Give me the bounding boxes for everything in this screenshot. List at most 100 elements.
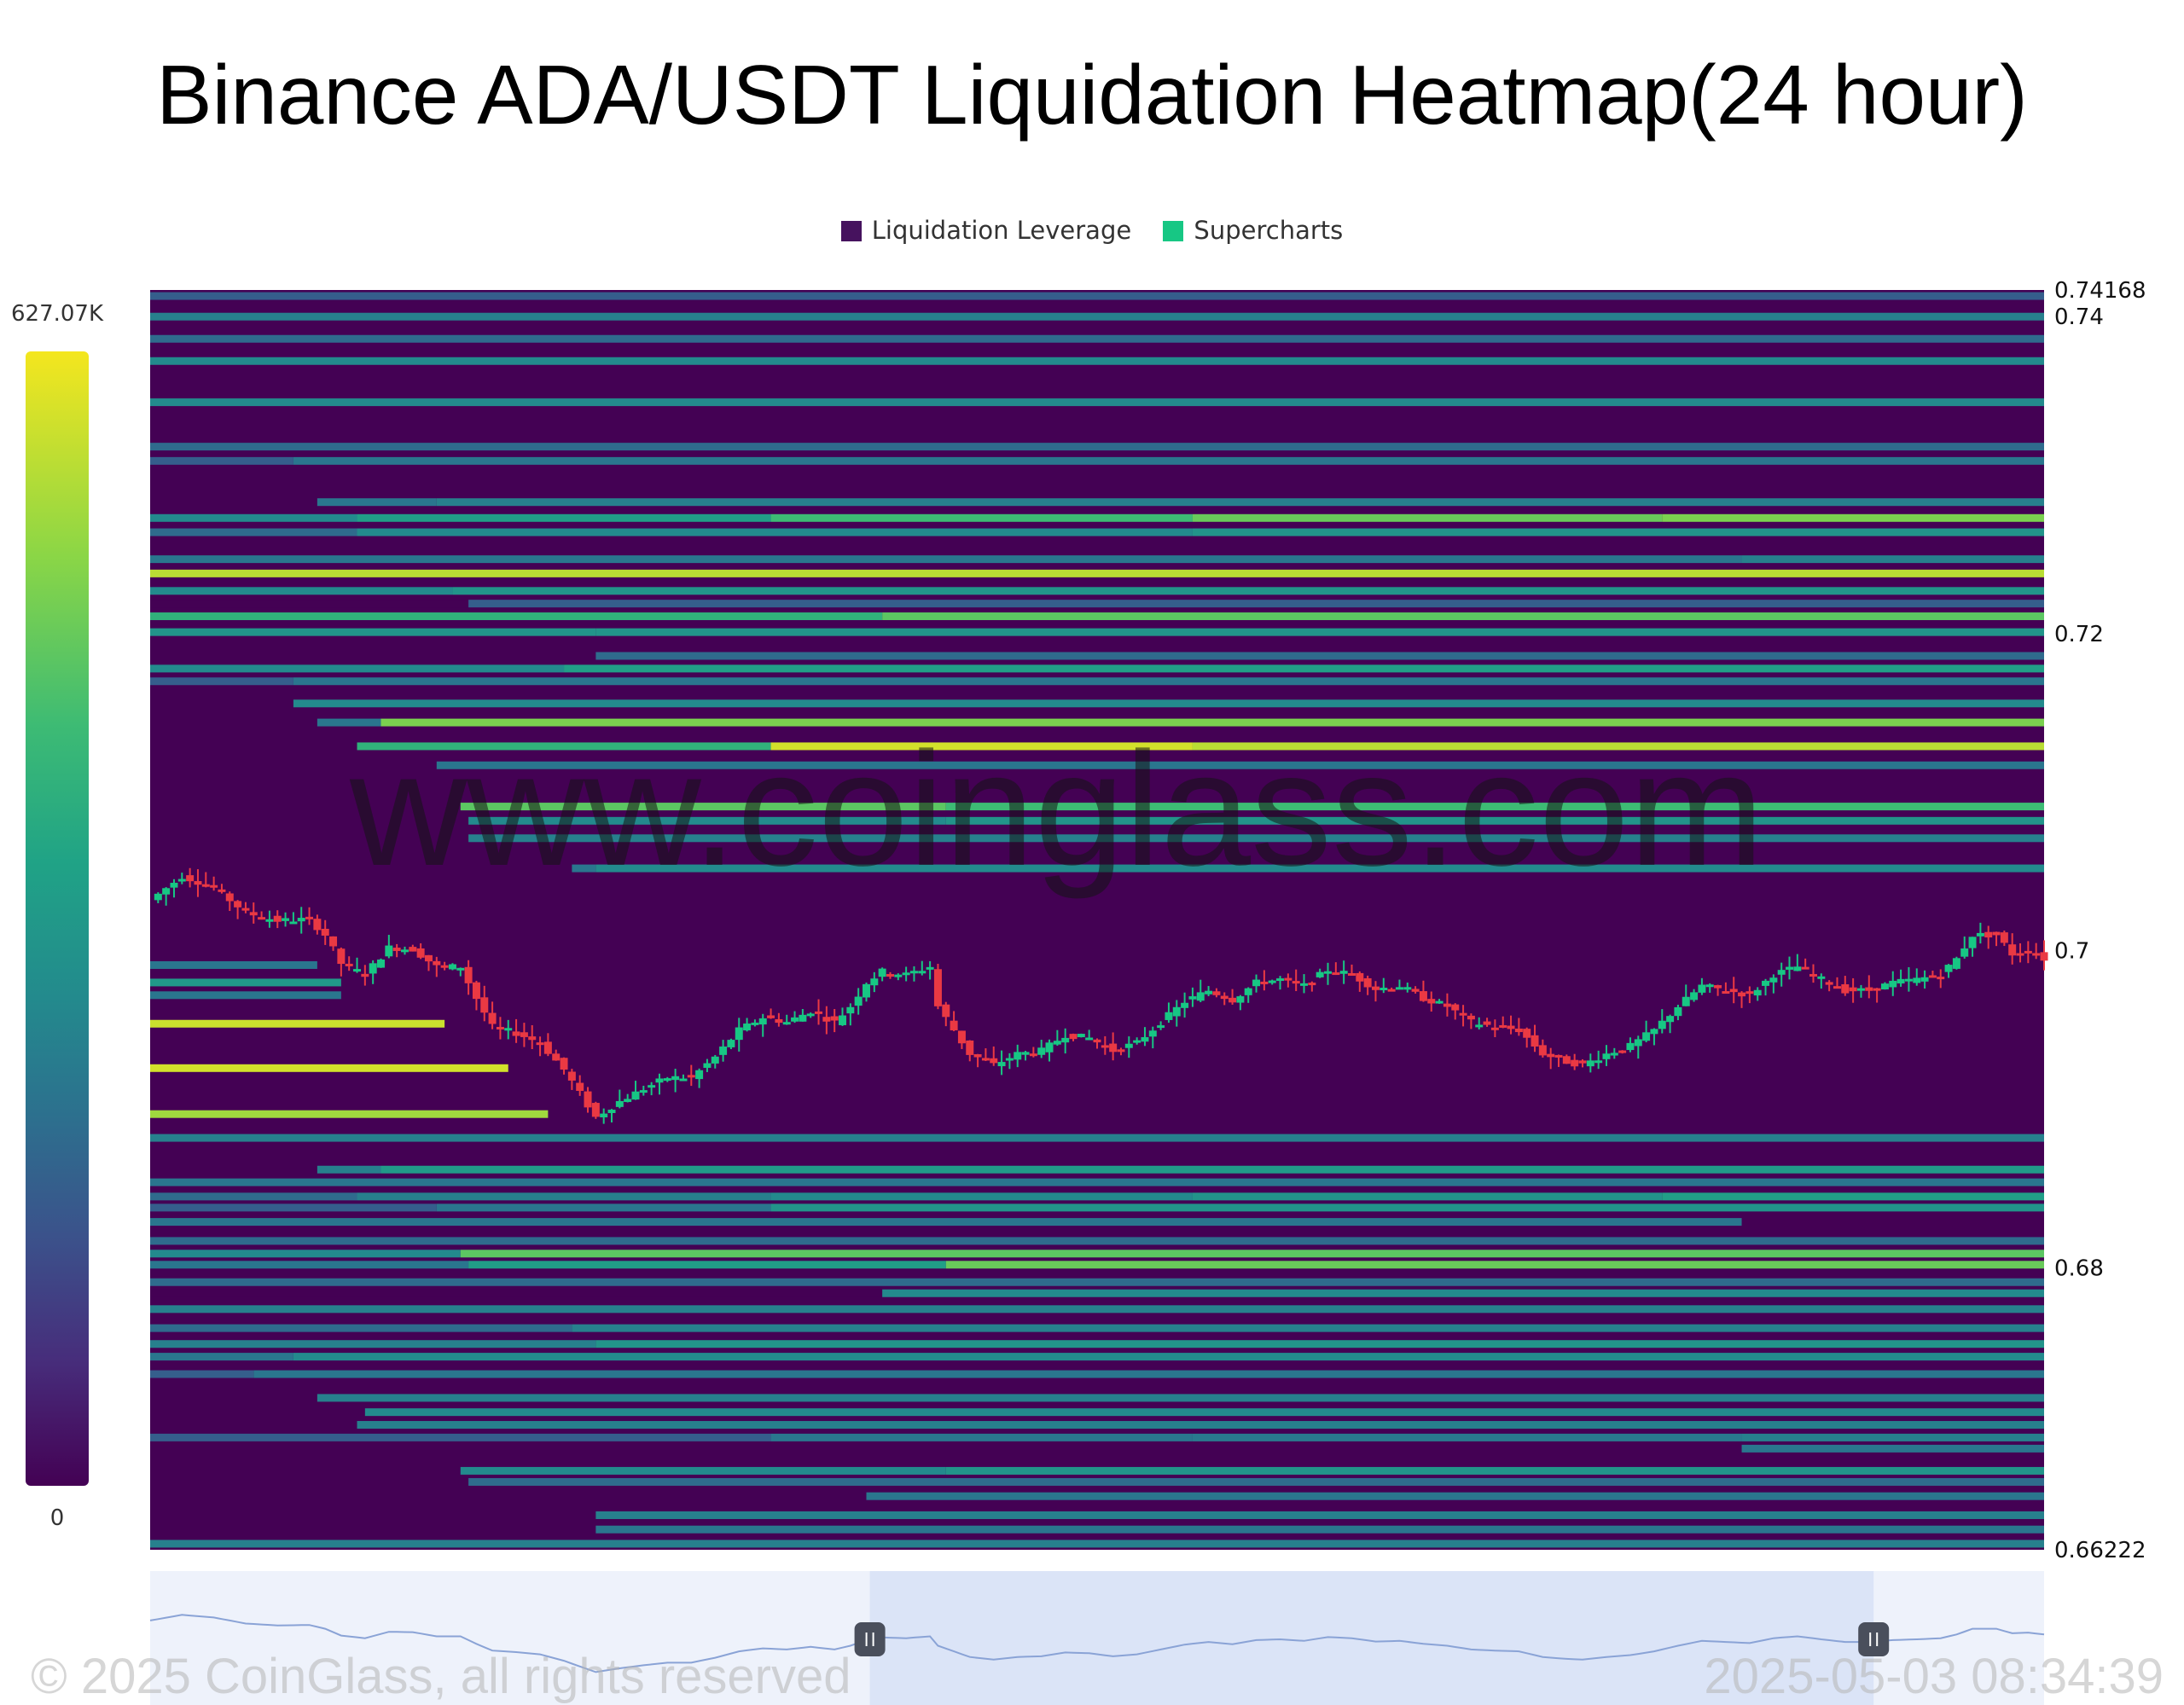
candle-body — [2032, 953, 2041, 956]
heatmap-band — [1192, 528, 2044, 536]
y-tick-label: 0.68 — [2054, 1256, 2104, 1282]
candle-body — [815, 1011, 823, 1014]
candle-body — [1865, 987, 1873, 991]
candle-body — [1459, 1012, 1467, 1016]
navigator-handle[interactable] — [1858, 1622, 1890, 1656]
heatmap-band — [150, 1019, 445, 1028]
heatmap-band — [150, 1324, 572, 1332]
candle-body — [902, 972, 910, 976]
candle-body — [1069, 1034, 1077, 1040]
candle-body — [1913, 977, 1921, 983]
heatmap-band — [436, 1203, 771, 1212]
candle-body — [695, 1070, 704, 1080]
candle-body — [480, 997, 489, 1013]
heatmap-band — [150, 569, 2044, 577]
candle-body — [1769, 977, 1778, 983]
candle-body — [528, 1036, 537, 1041]
candle-body — [1045, 1042, 1054, 1053]
heatmap-band — [770, 1203, 2045, 1212]
candle-body — [1937, 977, 1945, 980]
candle-body — [218, 889, 226, 892]
candle-body — [1172, 1006, 1181, 1017]
candle-body — [194, 881, 202, 885]
heatmap-band — [595, 1511, 2044, 1519]
candle-body — [1085, 1037, 1094, 1041]
candle-body — [1260, 981, 1269, 984]
candle-body — [1490, 1027, 1499, 1030]
candle-body — [1276, 978, 1285, 982]
heatmap-band — [468, 1261, 946, 1269]
candle-body — [1658, 1020, 1666, 1029]
heatmap-band — [293, 677, 2044, 686]
candle-body — [305, 916, 314, 919]
candle-body — [234, 901, 242, 908]
candle-body — [1610, 1053, 1618, 1056]
candle-body — [791, 1017, 799, 1022]
candle-body — [957, 1030, 966, 1044]
candle-body — [2040, 952, 2048, 961]
candle-body — [154, 893, 162, 901]
candle-body — [536, 1042, 544, 1046]
candle-body — [1682, 996, 1690, 1006]
candle-body — [1738, 992, 1746, 997]
candle-body — [1332, 972, 1340, 976]
heatmap-band — [293, 699, 2044, 708]
candle-body — [1014, 1052, 1022, 1060]
heatmap-band — [150, 1433, 771, 1441]
candle-body — [409, 947, 417, 952]
candle-body — [1856, 988, 1865, 991]
heatmap-band — [770, 1192, 1193, 1201]
heatmap-band — [1741, 555, 2044, 564]
candle-body — [1165, 1012, 1173, 1020]
candle-body — [1300, 983, 1309, 986]
heatmap-band — [150, 664, 565, 673]
heatmap-band — [1662, 513, 2044, 522]
candle-body — [1148, 1030, 1157, 1037]
candle-body — [966, 1040, 974, 1055]
candle-body — [894, 974, 903, 977]
candle-body — [1762, 980, 1770, 986]
heatmap-band — [1662, 1192, 2044, 1201]
candle-body — [1021, 1052, 1030, 1055]
heatmap-band — [150, 398, 2044, 407]
candle-body — [743, 1024, 752, 1031]
candle-body — [1793, 966, 1802, 971]
candle-body — [1061, 1037, 1070, 1043]
candle-body — [1467, 1015, 1475, 1020]
candle-body — [1786, 966, 1794, 970]
navigator-handle[interactable] — [854, 1622, 886, 1656]
candle-body — [504, 1028, 513, 1031]
candle-body — [1133, 1040, 1141, 1043]
candle-body — [1729, 989, 1738, 993]
candle-body — [1236, 996, 1245, 1003]
candle-body — [1960, 948, 1969, 957]
candle-body — [560, 1058, 568, 1070]
candle-body — [655, 1078, 664, 1083]
candle-body — [822, 1017, 831, 1022]
heatmap-band — [1741, 1444, 2044, 1453]
candle-body — [1889, 980, 1897, 988]
candle-body — [1753, 989, 1762, 996]
legend-item-liquidation-leverage[interactable]: Liquidation Leverage — [840, 216, 1131, 245]
candle-body — [1523, 1029, 1531, 1038]
candle-body — [321, 928, 329, 936]
candle-body — [1435, 1000, 1443, 1004]
heatmap-band — [945, 816, 2044, 825]
heatmap-band — [150, 1218, 1742, 1227]
heatmap-band — [150, 628, 596, 636]
candle-body — [1538, 1045, 1547, 1056]
heatmap-band — [460, 1250, 2044, 1258]
candle-body — [1316, 971, 1324, 977]
heatmap-band — [595, 652, 2044, 660]
candle-body — [909, 971, 918, 974]
candle-body — [1602, 1053, 1611, 1059]
candle-body — [830, 1016, 839, 1021]
candle-body — [456, 967, 465, 971]
candle-body — [1968, 937, 1977, 948]
candle-body — [758, 1018, 767, 1025]
legend-item-supercharts[interactable]: Supercharts — [1163, 216, 1343, 245]
heatmap-band — [1192, 513, 1663, 522]
heatmap-band — [150, 1237, 2044, 1245]
candle-body — [1618, 1050, 1627, 1053]
